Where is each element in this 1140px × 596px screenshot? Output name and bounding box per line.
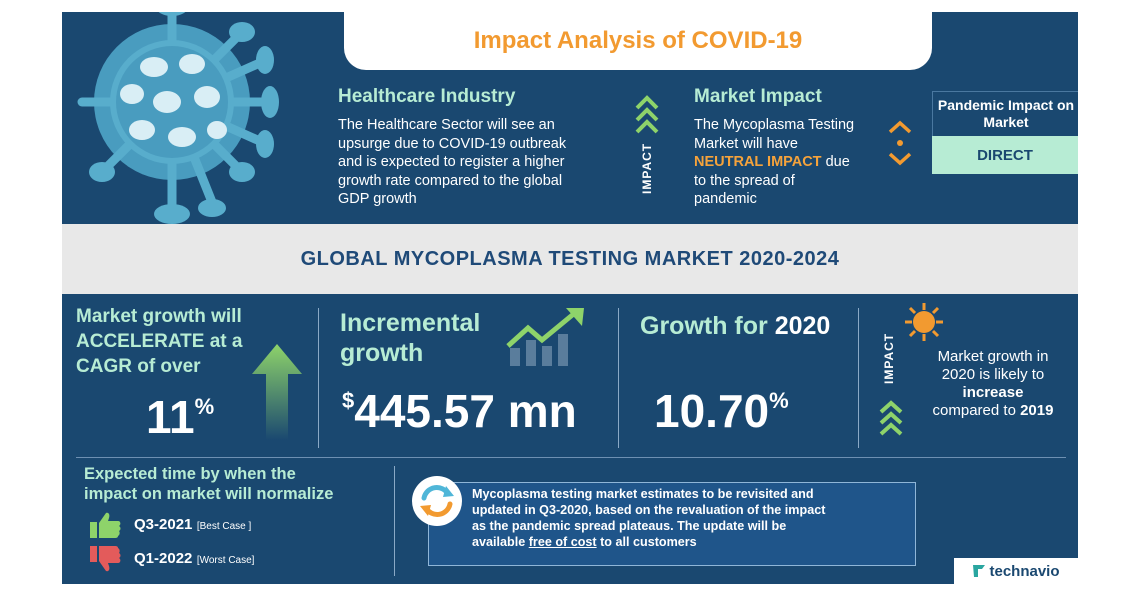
- incremental-line: Incremental: [340, 309, 481, 337]
- neutral-impact-text: NEUTRAL IMPACT: [694, 154, 822, 170]
- cagr-text: Market growth will ACCELERATE at a CAGR …: [76, 304, 286, 379]
- incremental-value: $445.57 mn: [342, 384, 577, 438]
- best-case-row: Q3-2021 [Best Case ]: [134, 516, 251, 534]
- healthcare-line: The Healthcare Sector will see an: [338, 117, 555, 133]
- update-note-box: [428, 482, 916, 566]
- increase-text: increase: [962, 384, 1024, 401]
- market-impact-line: NEUTRAL IMPACT due: [694, 153, 854, 172]
- growth-unit: %: [769, 388, 789, 413]
- cagr-line: ACCELERATE at a: [76, 331, 243, 352]
- healthcare-line: growth rate compared to the global: [338, 172, 563, 189]
- note-line: Mycoplasma testing market estimates to b…: [472, 487, 814, 501]
- impact-2-line: compared to 2019: [908, 402, 1078, 420]
- market-impact-line: Market will have: [694, 135, 798, 152]
- compared-year: 2019: [1020, 402, 1054, 419]
- chevron-up-icon: [635, 95, 659, 134]
- neutral-arrows-icon: [888, 120, 912, 166]
- worst-case-row: Q1-2022 [Worst Case]: [134, 550, 254, 568]
- arrow-up-icon: [252, 344, 302, 440]
- pandemic-impact-label: Pandemic Impact on Market: [932, 91, 1078, 137]
- best-case-period: Q3-2021: [134, 516, 193, 533]
- divider: [76, 457, 1066, 458]
- refresh-icon: [412, 476, 462, 526]
- thumbs-down-icon: [90, 546, 121, 572]
- market-impact-line: The Mycoplasma Testing: [694, 117, 855, 133]
- virus-illustration: [77, 12, 279, 254]
- note-text-a: available: [472, 535, 529, 549]
- best-case-tag: [Best Case ]: [196, 521, 252, 532]
- divider: [394, 466, 395, 576]
- healthcare-line: and is expected to register a higher: [338, 154, 565, 170]
- market-impact-line: to the spread of: [694, 172, 795, 189]
- title-tab: Impact Analysis of COVID-19: [344, 12, 932, 70]
- due-text: due: [821, 154, 850, 170]
- cagr-line: CAGR of over: [76, 356, 201, 377]
- impact-2-text: Market growth in 2020 is likely to incre…: [908, 348, 1078, 420]
- growth-2020-value: 10.70%: [654, 384, 789, 438]
- brand-name: technavio: [989, 562, 1060, 580]
- incremental-label: Incremental growth: [340, 308, 480, 368]
- healthcare-line: upsurge due to COVID-19 outbreak: [338, 135, 567, 152]
- compared-text: compared to: [932, 402, 1021, 419]
- growth-year: 2020: [774, 312, 831, 340]
- cagr-number: 11: [146, 391, 195, 443]
- technavio-logo-icon: [973, 565, 986, 577]
- impact-label-2: IMPACT: [882, 332, 896, 384]
- impact-label: IMPACT: [640, 142, 654, 194]
- note-line: available free of cost to all customers: [472, 534, 912, 550]
- worst-case-tag: [Worst Case]: [196, 555, 255, 566]
- market-title: GLOBAL MYCOPLASMA TESTING MARKET 2020-20…: [300, 247, 840, 270]
- healthcare-line: GDP growth: [338, 191, 417, 207]
- banner: GLOBAL MYCOPLASMA TESTING MARKET 2020-20…: [62, 224, 1078, 294]
- pandemic-impact-value: DIRECT: [932, 136, 1078, 174]
- market-impact-title: Market Impact: [694, 86, 822, 107]
- incremental-number: 445.57 mn: [354, 385, 577, 437]
- sun-icon: [905, 303, 943, 341]
- note-line: updated in Q3-2020, based on the revalua…: [472, 503, 826, 517]
- normalize-title: Expected time by when the impact on mark…: [84, 464, 333, 504]
- incremental-line: growth: [340, 339, 424, 367]
- normalize-line: Expected time by when the: [84, 465, 296, 483]
- infographic: Impact Analysis of COVID-19 Healthcare I…: [62, 12, 1078, 584]
- healthcare-title: Healthcare Industry: [338, 86, 516, 107]
- cagr-line: Market growth will: [76, 306, 242, 327]
- impact-2-line: Market growth in: [937, 348, 1049, 365]
- growth-2020-label: Growth for 2020: [640, 312, 830, 341]
- divider: [618, 308, 619, 448]
- divider: [318, 308, 319, 448]
- market-impact-line: pandemic: [694, 191, 757, 207]
- brand-logo: technavio: [954, 558, 1078, 584]
- note-line: as the pandemic spread plateaus. The upd…: [472, 519, 787, 533]
- chevron-up-icon: [879, 400, 903, 436]
- impact-2-line: 2020 is likely to: [941, 366, 1045, 383]
- cagr-unit: %: [194, 394, 215, 419]
- thumbs-up-icon: [90, 512, 121, 538]
- growth-chart-icon: [506, 308, 584, 366]
- divider: [858, 308, 859, 448]
- growth-label-text: Growth for: [640, 312, 775, 340]
- page-title: Impact Analysis of COVID-19: [473, 27, 803, 54]
- cagr-value: 11%: [146, 390, 214, 444]
- growth-number: 10.70: [654, 385, 770, 437]
- normalize-line: impact on market will normalize: [84, 485, 334, 503]
- market-impact-text: The Mycoplasma Testing Market will have …: [694, 116, 854, 209]
- healthcare-text: The Healthcare Sector will see an upsurg…: [338, 116, 566, 209]
- worst-case-period: Q1-2022: [134, 550, 193, 567]
- update-note-text: Mycoplasma testing market estimates to b…: [472, 486, 912, 550]
- currency-symbol: $: [342, 388, 355, 413]
- free-of-cost-text: free of cost: [528, 535, 597, 549]
- note-text-b: to all customers: [596, 535, 697, 549]
